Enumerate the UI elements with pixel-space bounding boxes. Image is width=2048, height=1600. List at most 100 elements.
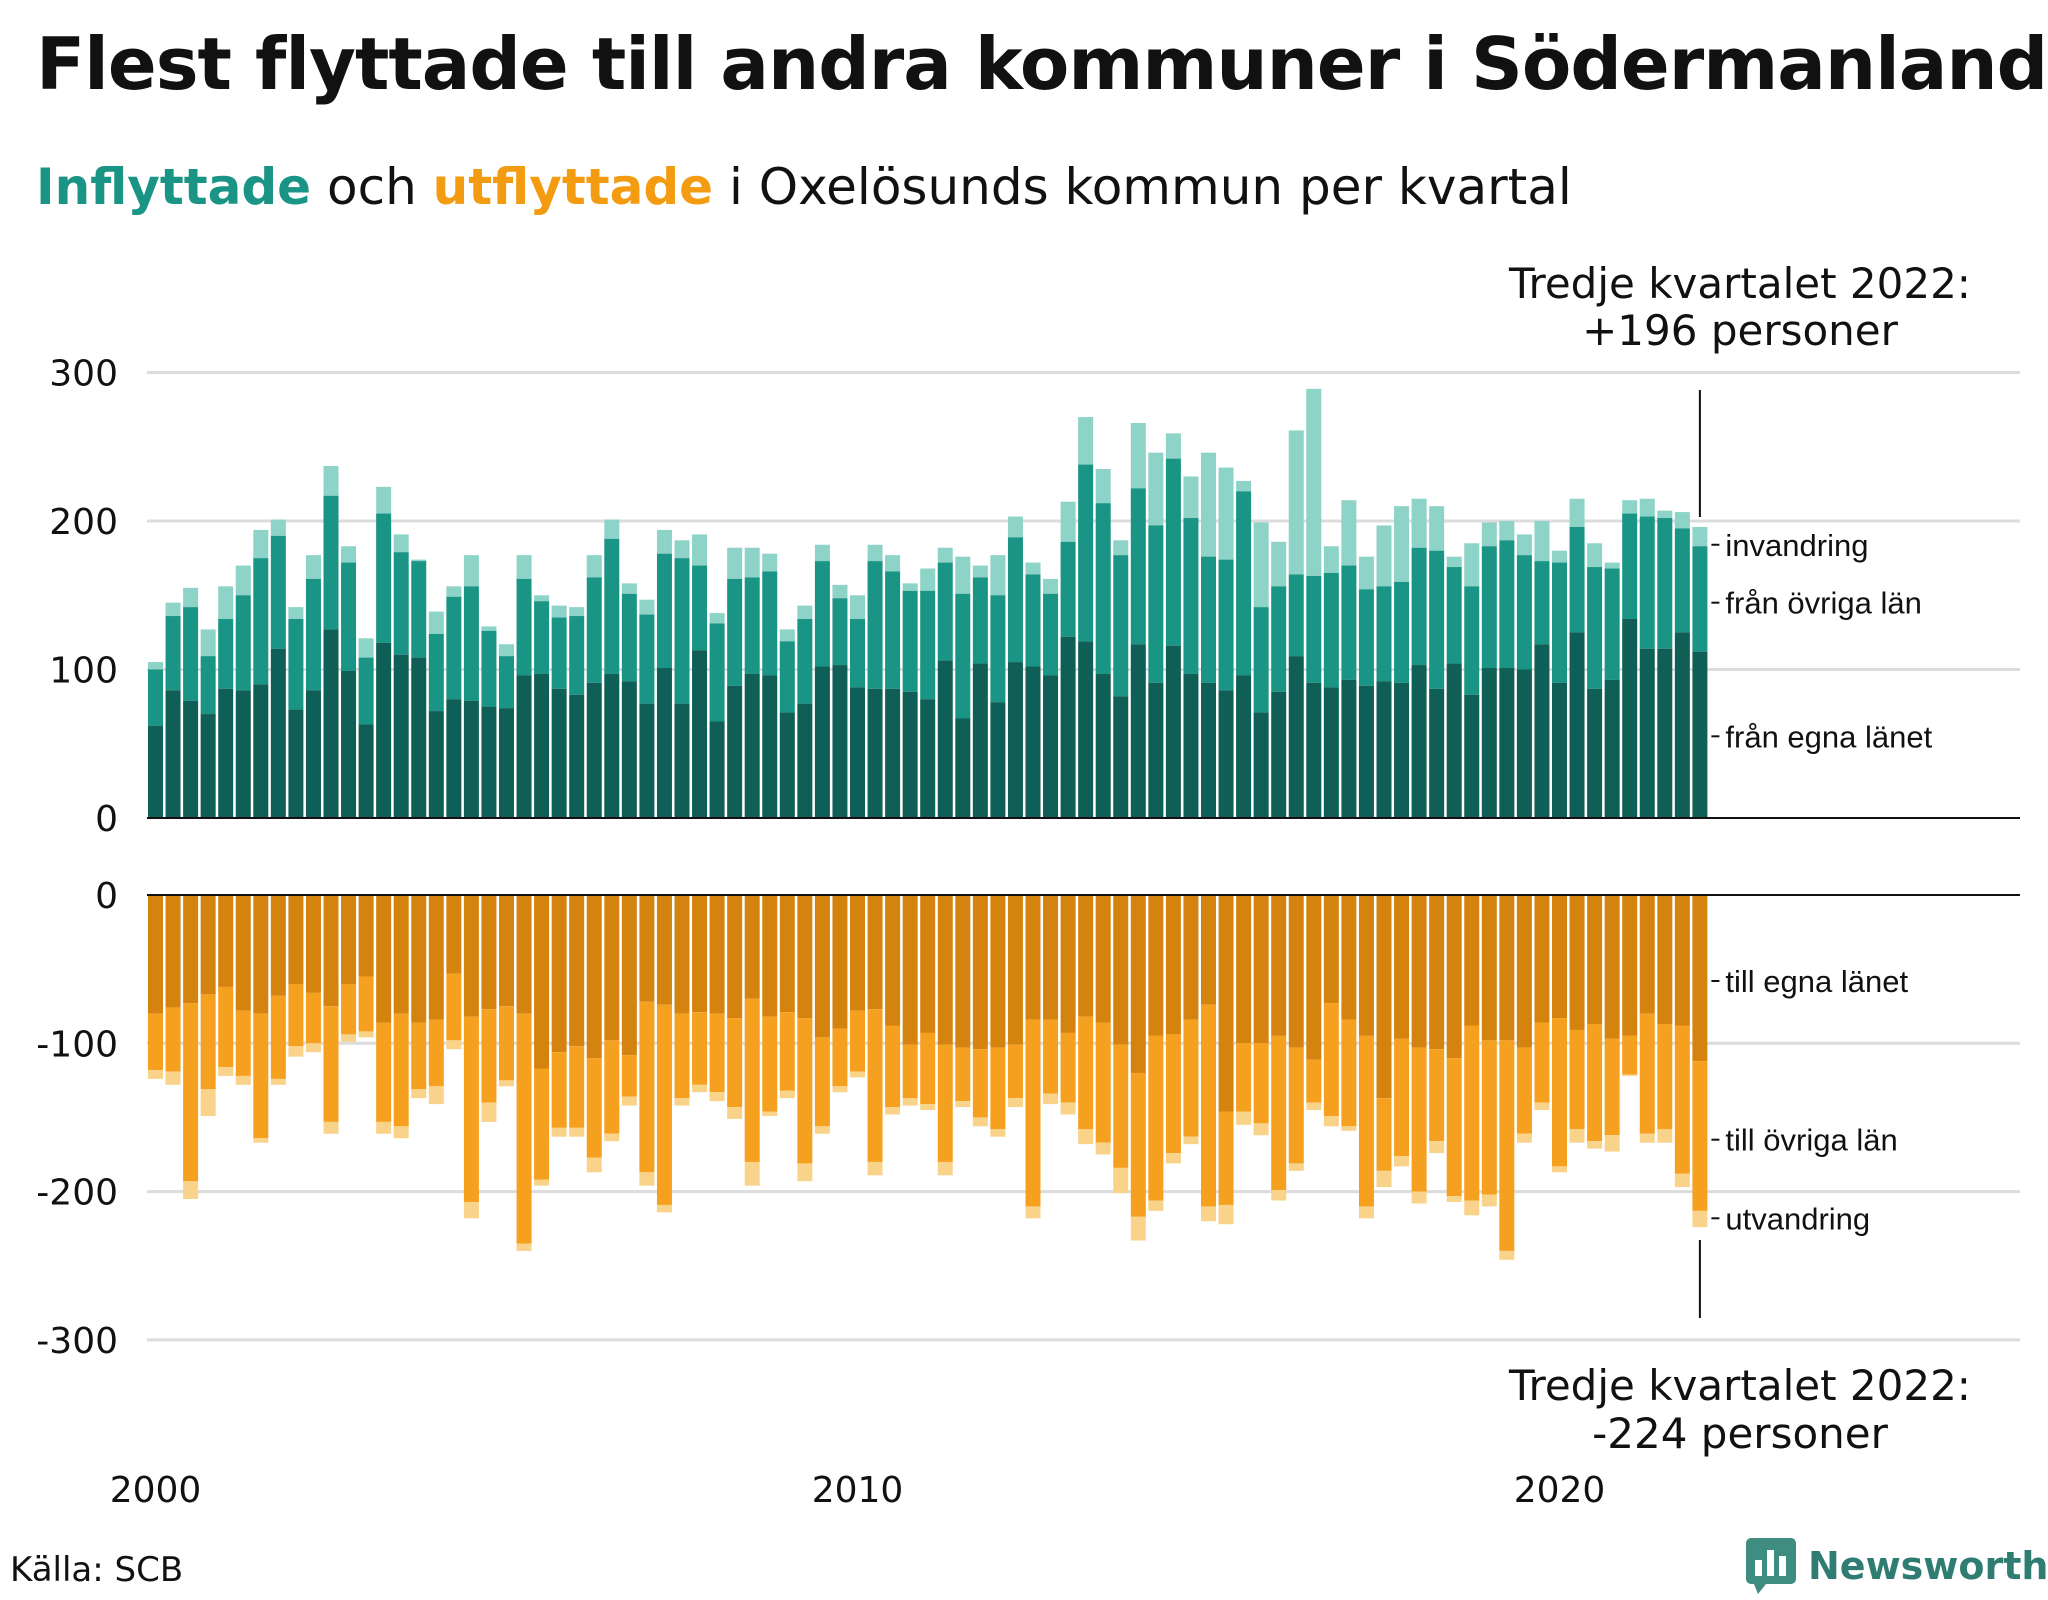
bar-in-invandring [1183, 476, 1199, 519]
bar-out-ovriga-lan [1007, 1044, 1023, 1099]
bar-out-utvandring [323, 1121, 339, 1134]
bar-in-egna-lanet [499, 708, 514, 818]
bar-in-ovriga-lan [1639, 516, 1655, 649]
bar-in-ovriga-lan [1218, 559, 1234, 691]
bar-in-egna-lanet [148, 725, 163, 818]
bar-out-utvandring [1183, 1136, 1199, 1145]
bar-in-ovriga-lan [393, 552, 409, 655]
bar-in-ovriga-lan [1516, 555, 1532, 670]
bar-in-egna-lanet [463, 700, 479, 818]
bar-out-utvandring [1534, 1102, 1550, 1111]
bar-in-invandring [604, 519, 620, 539]
bar-out-egna-lanet [1236, 895, 1252, 1044]
bar-out-egna-lanet [1587, 895, 1603, 1025]
bar-out-egna-lanet [867, 895, 883, 1010]
bar-in-invandring [990, 555, 1006, 596]
bar-out-utvandring [1692, 1210, 1708, 1228]
bar-out-utvandring [744, 1161, 760, 1186]
bar-in-egna-lanet [902, 691, 918, 818]
bar-out-egna-lanet [1358, 895, 1374, 1036]
bar-in-ovriga-lan [1429, 550, 1445, 689]
bar-out-utvandring [990, 1129, 1006, 1137]
bar-out-egna-lanet [1183, 895, 1199, 1020]
bar-out-egna-lanet [885, 895, 901, 1026]
bar-in-ovriga-lan [428, 633, 444, 712]
bar-out-utvandring [1429, 1141, 1445, 1154]
bar-out-ovriga-lan [569, 1046, 585, 1128]
bar-in-invandring [1113, 540, 1129, 556]
bar-out-utvandring [1060, 1102, 1076, 1115]
bar-in-ovriga-lan [1236, 491, 1252, 676]
bar-in-ovriga-lan [604, 538, 620, 674]
bar-in-ovriga-lan [1692, 546, 1708, 652]
bar-in-egna-lanet [341, 670, 357, 818]
bar-out-ovriga-lan [1043, 1019, 1059, 1094]
bar-in-ovriga-lan [656, 553, 672, 669]
bar-in-invandring [569, 607, 585, 617]
bar-in-ovriga-lan [1113, 555, 1129, 697]
bar-out-ovriga-lan [1236, 1043, 1252, 1112]
bar-in-ovriga-lan [200, 656, 216, 715]
bar-out-utvandring [1657, 1129, 1673, 1143]
bar-in-egna-lanet [1394, 682, 1410, 818]
bar-out-egna-lanet [1095, 895, 1111, 1023]
bar-in-egna-lanet [656, 668, 672, 818]
bar-in-egna-lanet [814, 666, 830, 818]
bar-out-utvandring [1552, 1166, 1567, 1173]
bar-in-ovriga-lan [1007, 537, 1023, 663]
bar-out-utvandring [1411, 1191, 1427, 1204]
annotation-bottom-line1: Tredje kvartalet 2022: [1508, 1361, 1971, 1410]
bar-out-utvandring [1358, 1206, 1374, 1219]
bar-in-invandring [446, 586, 462, 597]
bar-in-egna-lanet [1201, 682, 1216, 818]
bar-out-utvandring [779, 1090, 795, 1099]
newsworthy-wordmark: Newsworthy [1808, 1544, 2048, 1588]
bar-out-utvandring [1587, 1141, 1603, 1149]
bar-in-egna-lanet [604, 673, 620, 818]
bar-out-ovriga-lan [1165, 1034, 1181, 1154]
bar-out-ovriga-lan [235, 1010, 251, 1076]
bar-in-ovriga-lan [499, 656, 514, 709]
bar-in-egna-lanet [1113, 696, 1129, 818]
bar-out-egna-lanet [183, 895, 199, 1004]
bar-in-egna-lanet [411, 657, 427, 818]
bar-in-ovriga-lan [621, 593, 637, 682]
bar-in-ovriga-lan [586, 577, 602, 683]
series-label-out: till egna länet [1725, 964, 1908, 999]
bar-out-egna-lanet [955, 895, 971, 1048]
bar-out-egna-lanet [253, 895, 269, 1014]
bar-in-ovriga-lan [288, 619, 304, 710]
series-label-out: till övriga län [1725, 1123, 1897, 1158]
bar-out-ovriga-lan [1218, 1111, 1234, 1205]
bar-out-utvandring [148, 1069, 163, 1079]
bar-out-egna-lanet [341, 895, 357, 984]
bar-out-utvandring [1569, 1129, 1585, 1143]
bar-out-egna-lanet [674, 895, 690, 1014]
bar-out-ovriga-lan [1604, 1038, 1620, 1136]
bar-out-utvandring [814, 1126, 830, 1134]
bar-in-ovriga-lan [1657, 518, 1673, 649]
bar-out-egna-lanet [621, 895, 637, 1056]
bar-in-ovriga-lan [305, 578, 321, 691]
bar-out-utvandring [1674, 1173, 1690, 1188]
bar-in-invandring [797, 605, 813, 620]
bar-out-ovriga-lan [534, 1068, 550, 1180]
bar-in-egna-lanet [639, 703, 655, 818]
bar-out-utvandring [1481, 1194, 1497, 1207]
bar-in-invandring [1025, 562, 1041, 575]
bar-out-utvandring [902, 1098, 918, 1106]
bar-in-ovriga-lan [1271, 586, 1287, 692]
bar-out-ovriga-lan [358, 976, 374, 1032]
bar-in-invandring [376, 486, 392, 514]
bar-out-utvandring [499, 1080, 514, 1087]
bar-in-egna-lanet [270, 648, 286, 818]
bar-in-invandring [323, 466, 339, 496]
bar-out-egna-lanet [1306, 895, 1322, 1060]
bar-in-invandring [148, 662, 163, 670]
bar-in-invandring [1253, 522, 1269, 608]
y-tick-label-in: 100 [49, 651, 118, 692]
bar-out-egna-lanet [499, 895, 514, 1007]
bar-in-invandring [1587, 543, 1603, 568]
bar-in-invandring [744, 547, 760, 578]
bar-out-ovriga-lan [341, 983, 357, 1035]
